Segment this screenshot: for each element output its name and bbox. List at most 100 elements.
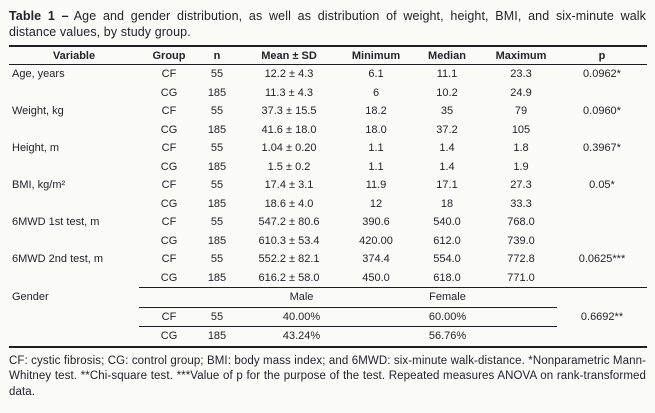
cell-variable	[9, 121, 139, 140]
table-number: Table 1 –	[9, 9, 69, 23]
cell-n: 55	[210, 253, 224, 266]
cell-mean-sd: 41.6 ± 18.0	[261, 123, 317, 136]
cell-median: 1.4	[439, 142, 455, 155]
cell-n: 185	[207, 160, 227, 173]
cell-median: 618.0	[433, 271, 461, 284]
cell-maximum: 772.8	[507, 253, 535, 266]
table-row: 6MWD 1st test, m CF 55 547.2 ± 80.6 390.…	[9, 213, 647, 232]
cell-group: CG	[160, 160, 178, 173]
cell-median: 35	[440, 105, 454, 118]
cell-median: 554.0	[433, 253, 461, 266]
cell-variable: Weight, kg	[12, 105, 64, 118]
cell-p: 0.3967*	[583, 142, 621, 155]
cell-variable	[9, 269, 139, 288]
cell-minimum: 18.2	[365, 105, 387, 118]
cell-minimum: 18.0	[365, 123, 387, 136]
column-header-p: p	[557, 45, 647, 65]
cell-mean-sd: 18.6 ± 4.0	[264, 197, 314, 210]
cell-minimum: 374.4	[362, 253, 390, 266]
cell-maximum: 1.8	[513, 142, 529, 155]
table-caption: Table 1 – Age and gender distribution, as…	[9, 8, 646, 40]
cell-median: 18	[440, 197, 454, 210]
cell-minimum: 12	[369, 197, 383, 210]
column-header-n: n	[199, 45, 235, 65]
table-row: CG 185 1.5 ± 0.2 1.1 1.4 1.9	[9, 158, 647, 177]
cell-n: 55	[210, 68, 224, 81]
cell-p: 0.0962*	[583, 68, 621, 81]
cell-p	[557, 326, 647, 348]
cell-n: 55	[210, 142, 224, 155]
gender-subheader-row: Gender Male Female	[9, 287, 647, 308]
cell-mean-sd: 17.4 ± 3.1	[264, 179, 314, 192]
cell-empty	[139, 287, 199, 308]
cell-variable	[9, 158, 139, 177]
column-header-variable: Variable	[9, 45, 139, 65]
cell-variable: 6MWD 2nd test, m	[12, 253, 104, 266]
cell-mean-sd: 37.3 ± 15.5	[261, 105, 317, 118]
cell-variable-gender: Gender	[12, 291, 49, 304]
cell-minimum: 11.9	[365, 179, 387, 192]
cell-group: CG	[160, 197, 178, 210]
cell-variable: 6MWD 1st test, m	[12, 216, 100, 229]
cell-female-percent: 60.00%	[409, 307, 557, 327]
table-row: 6MWD 2nd test, m CF 55 552.2 ± 82.1 374.…	[9, 250, 647, 269]
cell-variable: Age, years	[12, 68, 65, 81]
table-row: Age, years CF 55 12.2 ± 4.3 6.1 11.1 23.…	[9, 65, 647, 84]
cell-median: 17.1	[436, 179, 458, 192]
cell-maximum: 79	[514, 105, 528, 118]
table-row: Height, m CF 55 1.04 ± 0.20 1.1 1.4 1.8 …	[9, 139, 647, 158]
table-row: BMI, kg/m² CF 55 17.4 ± 3.1 11.9 17.1 27…	[9, 176, 647, 195]
cell-p	[557, 269, 647, 288]
cell-n: 185	[207, 234, 227, 247]
cell-group: CG	[139, 326, 199, 348]
column-header-mean-sd: Mean ± SD	[235, 45, 343, 65]
cell-group: CF	[161, 216, 177, 229]
cell-maximum: 27.3	[510, 179, 532, 192]
cell-group: CG	[160, 271, 178, 284]
cell-p: 0.05*	[589, 179, 615, 192]
table-row: CG 185 610.3 ± 53.4 420.00 612.0 739.0	[9, 232, 647, 251]
cell-mean-sd: 1.5 ± 0.2	[267, 160, 311, 173]
cell-median: 612.0	[433, 234, 461, 247]
cell-empty	[199, 287, 235, 308]
cell-variable	[9, 326, 139, 348]
cell-p	[557, 84, 647, 103]
footnote: CF: cystic fibrosis; CG: control group; …	[9, 354, 646, 398]
cell-empty	[557, 287, 647, 307]
cell-minimum: 6	[372, 86, 380, 99]
cell-maximum: 23.3	[510, 68, 532, 81]
cell-minimum: 450.0	[362, 271, 390, 284]
cell-n: 185	[207, 86, 227, 99]
cell-p: 0.6692**	[580, 310, 624, 323]
cell-p	[557, 158, 647, 177]
cell-group: CG	[160, 123, 178, 136]
cell-n: 55	[210, 216, 224, 229]
cell-group: CF	[161, 253, 177, 266]
data-table: Variable Group n Mean ± SD Minimum Media…	[9, 45, 647, 348]
cell-group: CF	[161, 142, 177, 155]
cell-group: CF	[161, 68, 177, 81]
column-header-minimum: Minimum	[343, 45, 409, 65]
cell-minimum: 390.6	[362, 216, 390, 229]
cell-group: CG	[160, 234, 178, 247]
cell-minimum: 1.1	[368, 142, 384, 155]
cell-maximum: 33.3	[510, 197, 532, 210]
cell-group: CG	[160, 86, 178, 99]
cell-mean-sd: 12.2 ± 4.3	[264, 68, 314, 81]
cell-minimum: 1.1	[368, 160, 384, 173]
cell-variable	[9, 84, 139, 103]
cell-group: CF	[139, 307, 199, 327]
cell-n: 55	[210, 105, 224, 118]
cell-mean-sd: 547.2 ± 80.6	[258, 216, 320, 229]
cell-n: 185	[207, 123, 227, 136]
table-row: Weight, kg CF 55 37.3 ± 15.5 18.2 35 79 …	[9, 102, 647, 121]
table-row: CG 185 616.2 ± 58.0 450.0 618.0 771.0	[9, 269, 647, 288]
table-row: CG 185 18.6 ± 4.0 12 18 33.3	[9, 195, 647, 214]
cell-female-percent: 56.76%	[409, 326, 557, 348]
cell-male-percent: 43.24%	[235, 326, 409, 348]
cell-median: 1.4	[439, 160, 455, 173]
cell-mean-sd: 610.3 ± 53.4	[258, 234, 320, 247]
cell-male-percent: 40.00%	[235, 307, 409, 327]
cell-p	[557, 213, 647, 232]
